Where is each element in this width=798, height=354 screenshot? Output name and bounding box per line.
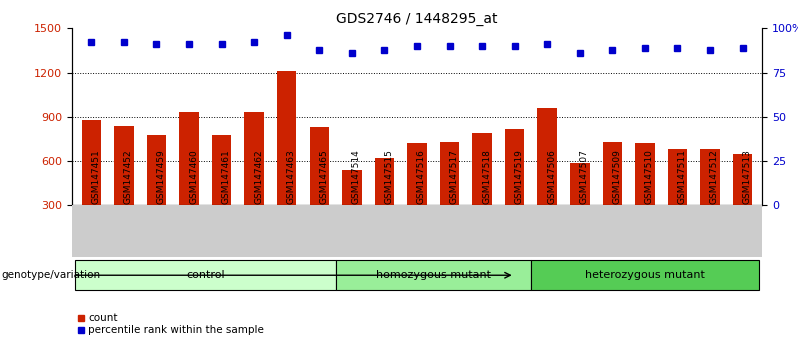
Bar [602, 142, 622, 205]
Bar [211, 135, 231, 205]
Bar [277, 71, 297, 205]
FancyBboxPatch shape [335, 260, 531, 290]
Bar [700, 149, 720, 205]
Bar [407, 143, 427, 205]
Bar [374, 158, 394, 205]
Bar [440, 142, 460, 205]
Bar [114, 126, 134, 205]
Title: GDS2746 / 1448295_at: GDS2746 / 1448295_at [336, 12, 498, 26]
Text: control: control [186, 270, 224, 280]
Bar [342, 170, 361, 205]
Bar [668, 149, 687, 205]
Bar [505, 129, 524, 205]
Text: genotype/variation: genotype/variation [2, 270, 101, 280]
Text: heterozygous mutant: heterozygous mutant [585, 270, 705, 280]
Bar [244, 113, 264, 205]
Legend: count, percentile rank within the sample: count, percentile rank within the sample [77, 313, 264, 335]
Bar [733, 154, 753, 205]
Bar [147, 135, 166, 205]
Bar [180, 113, 199, 205]
Bar [472, 133, 492, 205]
Bar [537, 108, 557, 205]
Bar [81, 120, 101, 205]
FancyBboxPatch shape [75, 260, 335, 290]
Bar [570, 162, 590, 205]
Bar [310, 127, 329, 205]
FancyBboxPatch shape [531, 260, 759, 290]
Bar [635, 143, 654, 205]
Text: homozygous mutant: homozygous mutant [376, 270, 491, 280]
